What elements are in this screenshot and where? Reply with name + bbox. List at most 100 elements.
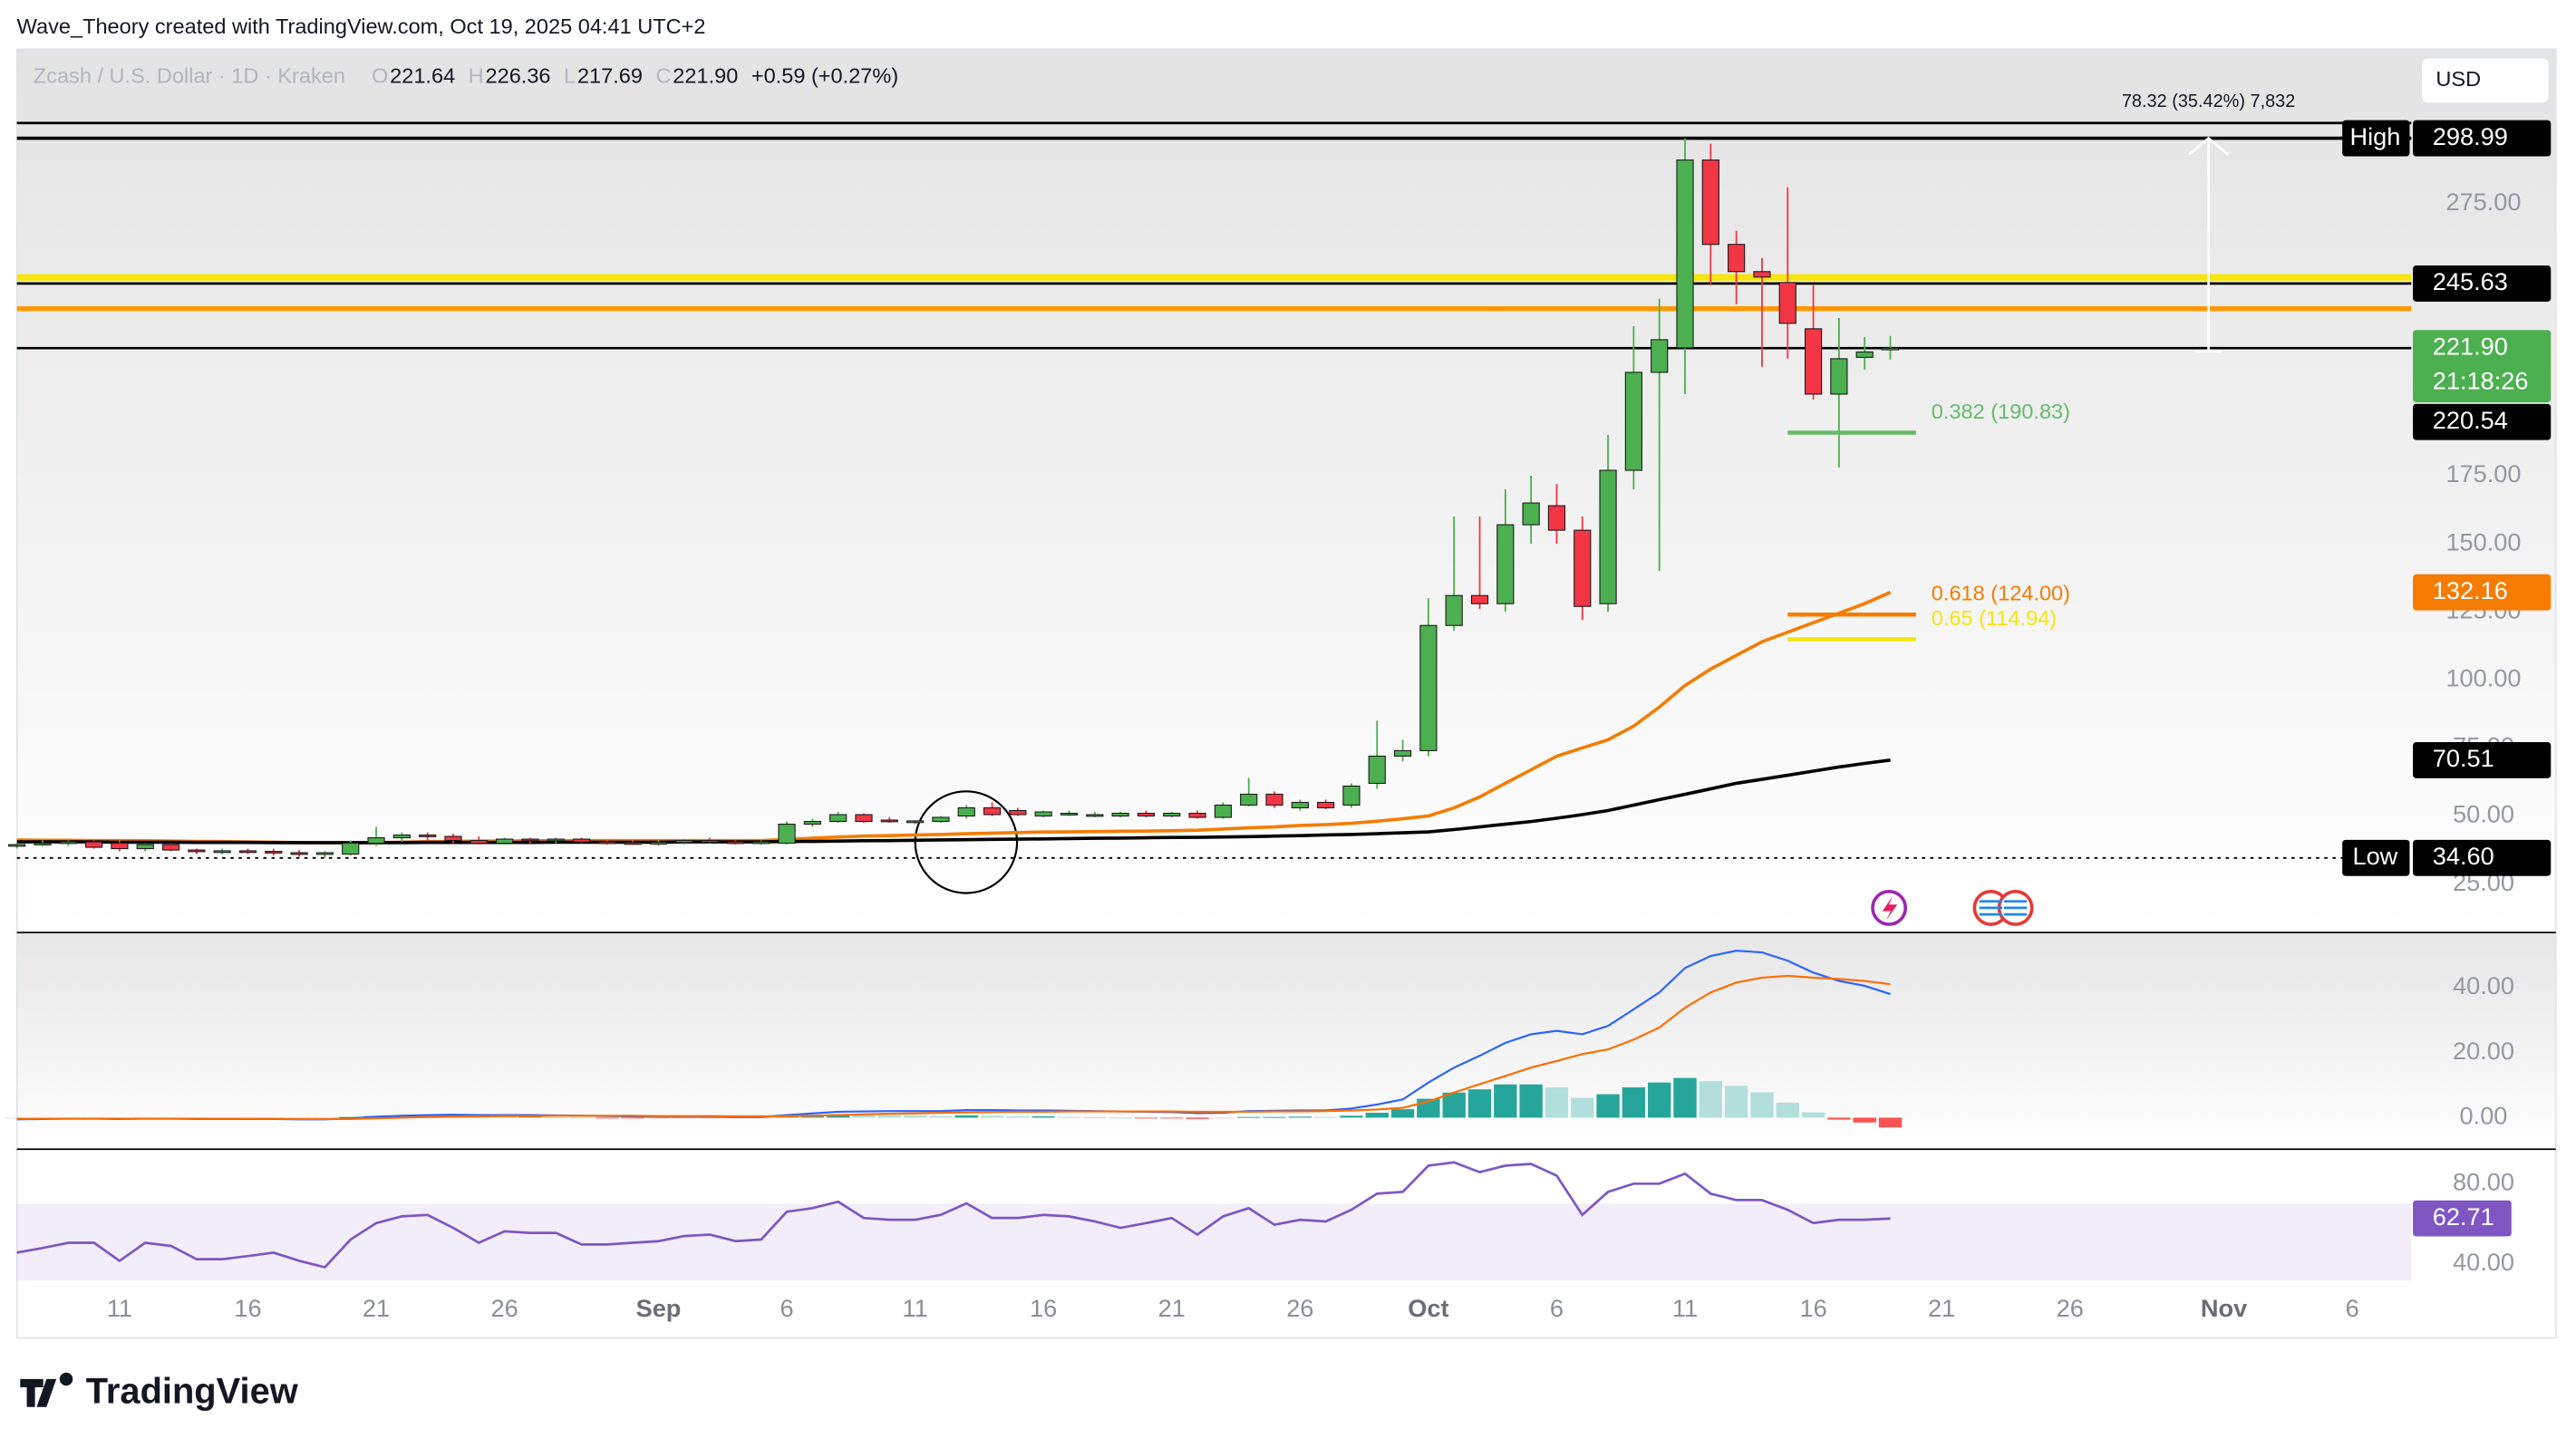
candle-body: [855, 814, 873, 823]
x-tick-label: 6: [2346, 1294, 2359, 1322]
legend-key: L: [564, 63, 576, 87]
x-tick-label: 11: [1672, 1294, 1698, 1322]
frame: [15, 48, 2557, 1339]
brand-logo: [20, 1372, 73, 1407]
candle-body: [136, 844, 154, 850]
candle-body: [419, 835, 437, 837]
candle-body: [1188, 812, 1206, 818]
candle-body: [906, 820, 925, 824]
y-tick-label: 100.00: [2445, 664, 2521, 692]
x-tick-label: 26: [1286, 1294, 1313, 1322]
candle-body: [932, 816, 950, 823]
measure-label: 78.32 (35.42%) 7,832: [2122, 92, 2295, 111]
histogram-bar: [518, 1116, 542, 1118]
histogram-bar: [1853, 1117, 1876, 1123]
macd-line: [16, 974, 1891, 1121]
candle-body: [1574, 529, 1592, 607]
histogram-bar: [492, 1116, 517, 1118]
histogram-bar: [1801, 1112, 1825, 1118]
candle-body: [624, 842, 642, 845]
candle-body: [1342, 785, 1361, 806]
candle-body: [1034, 811, 1052, 817]
histogram-bar: [929, 1115, 953, 1118]
histogram-bar: [621, 1117, 644, 1119]
candle-body: [701, 840, 719, 843]
price-label: 132.16: [2433, 576, 2508, 604]
candle-body: [213, 850, 231, 854]
y-tick-label: 80.00: [2453, 1167, 2514, 1195]
histogram-bar: [1571, 1097, 1594, 1118]
candle-body: [342, 843, 360, 855]
price-tag: Low: [2352, 842, 2397, 870]
plot: 25.0050.0075.00100.00125.00150.00175.002…: [5, 92, 2552, 1322]
x-tick-label: Sep: [636, 1294, 682, 1322]
histogram-bar: [1237, 1116, 1261, 1118]
candle-body: [1317, 801, 1335, 809]
candle-body: [1753, 271, 1771, 278]
price-pane: [16, 49, 2556, 932]
x-tick-label: 21: [1158, 1294, 1186, 1322]
candle-body: [880, 819, 898, 823]
histogram-bar: [596, 1117, 619, 1119]
histogram-bar: [1340, 1115, 1363, 1118]
x-tick-label: 16: [1030, 1294, 1057, 1322]
price-label-box: [2413, 120, 2552, 157]
x-tick-label: 6: [780, 1294, 794, 1322]
histogram-bar: [1545, 1087, 1569, 1118]
histogram-bar: [954, 1115, 978, 1118]
histogram-bar: [1494, 1084, 1517, 1118]
measure-arrow: [2187, 136, 2230, 156]
price-tag: High: [2349, 122, 2400, 150]
histogram-bar: [1827, 1117, 1851, 1120]
brand: TradingView: [86, 1372, 299, 1412]
x-tick-label: 26: [491, 1294, 518, 1322]
candle-body: [1728, 244, 1746, 273]
candle-body: [315, 852, 334, 855]
histogram-bar: [1467, 1089, 1492, 1118]
histogram-bar: [1006, 1115, 1030, 1118]
rsi-band: [16, 1203, 2412, 1281]
histogram-bar: [1186, 1117, 1209, 1119]
y-tick-label: 0.00: [2460, 1102, 2508, 1130]
candle-body: [1393, 749, 1412, 757]
histogram-bar: [1160, 1117, 1184, 1119]
event-icon-bolt: [1882, 896, 1898, 922]
y-tick-label: 20.00: [2453, 1037, 2514, 1065]
y-tick-label: 50.00: [2453, 800, 2514, 828]
price-label: 245.63: [2433, 267, 2508, 295]
candle-body: [496, 838, 514, 845]
histogram-bar: [1699, 1081, 1723, 1118]
candle-body: [1547, 505, 1566, 531]
candle-body: [1368, 755, 1386, 785]
countdown: 21:18:26: [2433, 366, 2529, 394]
candle-body: [85, 841, 103, 848]
histogram-bar: [775, 1116, 799, 1118]
candle-body: [1009, 809, 1027, 816]
price-label: 220.54: [2433, 406, 2508, 434]
currency-button[interactable]: [2420, 56, 2551, 105]
histogram-bar: [852, 1115, 876, 1118]
price-label-box: [2413, 403, 2552, 440]
legend-fields: O 221.64 H 226.36 L 217.69 C 221.90 +0.59 (+0.27…: [372, 63, 898, 87]
candle-body: [1778, 282, 1796, 324]
candle-body: [649, 842, 668, 845]
x-tick-label: 16: [234, 1294, 261, 1322]
histogram-bar: [903, 1115, 927, 1118]
candle-body: [1060, 812, 1079, 816]
currency[interactable]: USD: [2436, 67, 2481, 91]
x-tick-label: 6: [1550, 1294, 1564, 1322]
fib-label: 0.65 (114.94): [1932, 606, 2057, 630]
candle-body: [111, 843, 129, 850]
candle-body: [1163, 812, 1181, 817]
histogram-bar: [980, 1115, 1004, 1118]
histogram-bar: [673, 1117, 696, 1119]
legend-key: C: [655, 63, 671, 87]
candle-body: [34, 843, 52, 845]
legend-key: O: [372, 63, 388, 87]
candle-body: [803, 820, 821, 825]
price-label: 221.90: [2433, 332, 2508, 360]
price-label-box: [2413, 741, 2552, 778]
histogram-bar: [1313, 1116, 1338, 1118]
histogram-bar: [1083, 1117, 1107, 1118]
